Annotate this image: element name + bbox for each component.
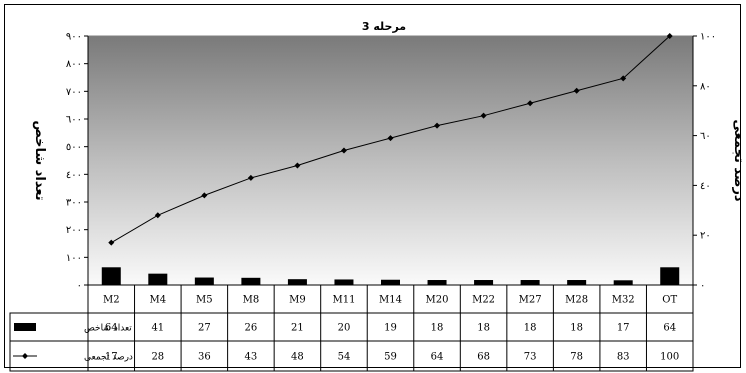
bar-M11 [334, 279, 354, 285]
category-label-M9: M9 [289, 295, 306, 306]
table-value-count-M2: 64 [105, 323, 118, 334]
table-value-count-M8: 26 [245, 323, 258, 334]
y-left-tick-label: ٠ [77, 281, 82, 292]
bar-M27 [520, 280, 540, 285]
line-marker-M2 [108, 239, 115, 246]
table-value-percent-OT: 100 [660, 352, 679, 363]
category-label-M32: M32 [612, 295, 635, 306]
y-left-tick-label: ٢٠٠ [66, 225, 82, 236]
y-right-tick-label: ٦٠ [700, 131, 711, 142]
table-value-count-M5: 27 [198, 323, 211, 334]
line-marker-M28 [573, 87, 580, 94]
category-label-M28: M28 [565, 295, 588, 306]
y-left-axis-title: تعداد شاخص [32, 120, 47, 200]
line-marker-M8 [247, 174, 254, 181]
category-label-M8: M8 [243, 295, 260, 306]
table-value-percent-M14: 59 [384, 352, 397, 363]
category-label-M27: M27 [519, 295, 542, 306]
category-label-M14: M14 [379, 295, 402, 306]
line-marker-M27 [527, 100, 534, 107]
y-left-tick-label: ٦٠٠ [66, 115, 82, 126]
bar-M14 [381, 279, 400, 285]
y-left-tick-label: ٩٠٠ [66, 32, 82, 43]
table-value-count-M27: 18 [524, 323, 537, 334]
category-label-M22: M22 [472, 295, 495, 306]
table-value-percent-M11: 54 [338, 352, 351, 363]
line-marker-M22 [480, 112, 487, 119]
legend-swatch-marker [22, 353, 28, 359]
table-value-count-OT: 64 [663, 323, 676, 334]
table-value-count-M11: 20 [338, 323, 351, 334]
bar-M22 [474, 280, 494, 285]
line-marker-M14 [387, 135, 394, 142]
y-right-tick-label: ٨٠ [700, 81, 711, 92]
y-left-tick-label: ٧٠٠ [66, 87, 82, 98]
y-right-axis-title: درصد تجمعی [731, 119, 746, 202]
y-left-tick-label: ٥٠٠ [66, 142, 82, 153]
table-value-percent-M8: 43 [245, 352, 258, 363]
table-value-count-M9: 21 [291, 323, 304, 334]
table-body [9, 312, 694, 372]
category-label-M20: M20 [426, 295, 449, 306]
category-label-OT: OT [662, 295, 677, 306]
table-value-percent-M32: 83 [617, 352, 630, 363]
category-label-M4: M4 [150, 295, 167, 306]
bar-M5 [194, 277, 214, 285]
table-value-count-M20: 18 [431, 323, 444, 334]
table-value-count-M32: 17 [617, 323, 630, 334]
bar-M32 [613, 280, 633, 285]
y-left-tick-label: ٤٠٠ [66, 170, 82, 181]
table-value-percent-M27: 73 [524, 352, 537, 363]
bar-M2 [101, 267, 121, 285]
table-value-count-M22: 18 [477, 323, 490, 334]
line-marker-M5 [201, 192, 208, 199]
y-left-tick-label: ٨٠٠ [66, 59, 82, 70]
table-value-percent-M9: 48 [291, 352, 304, 363]
category-label-M2: M2 [103, 295, 120, 306]
table-value-percent-M2: 17 [105, 352, 118, 363]
y-left-tick-label: ٣٠٠ [66, 198, 82, 209]
y-right-tick-label: ٢٠ [700, 231, 711, 242]
table-value-count-M4: 41 [151, 323, 164, 334]
y-left-tick-label: ١٠٠ [66, 253, 82, 264]
bar-M9 [287, 279, 307, 285]
bar-M20 [427, 280, 447, 285]
legend-swatch-bar [14, 323, 36, 331]
y-right-tick-label: ٤٠ [700, 181, 711, 192]
chart-title: مرحله 3 [362, 20, 406, 33]
table-value-percent-M4: 28 [151, 352, 164, 363]
line-marker-M11 [340, 147, 347, 154]
legend-label-percent: درصد تجمعی [84, 353, 133, 363]
y-right-tick-label: ٠ [700, 281, 705, 292]
table-value-count-M28: 18 [570, 323, 583, 334]
line-marker-M9 [294, 162, 301, 169]
bar-M4 [148, 273, 168, 285]
y-right-tick-label: ١٠٠ [700, 32, 716, 43]
table-value-percent-M20: 64 [431, 352, 444, 363]
bar-M28 [567, 280, 587, 285]
table-value-percent-M28: 78 [570, 352, 583, 363]
table-value-percent-M5: 36 [198, 352, 211, 363]
line-marker-M20 [434, 122, 441, 129]
category-label-M11: M11 [332, 295, 355, 306]
line-marker-M32 [620, 75, 627, 82]
plot-area [87, 35, 694, 286]
table-value-count-M14: 19 [384, 323, 397, 334]
bar-M8 [241, 277, 261, 285]
bar-OT [660, 267, 680, 285]
category-label-M5: M5 [196, 295, 213, 306]
line-marker-OT [666, 33, 673, 39]
legend-label-count: تعداد شاخص [84, 324, 132, 334]
table-value-percent-M22: 68 [477, 352, 490, 363]
line-marker-M4 [154, 212, 161, 219]
